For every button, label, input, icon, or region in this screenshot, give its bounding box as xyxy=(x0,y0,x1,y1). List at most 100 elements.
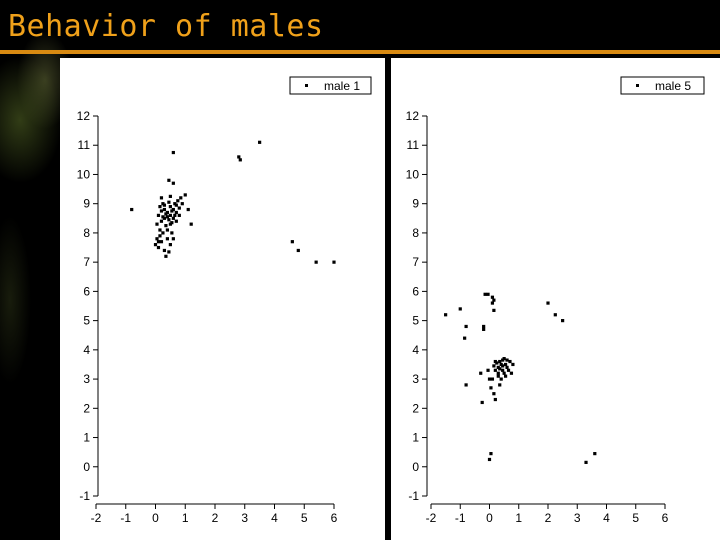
x-tick-label: 6 xyxy=(662,511,669,525)
y-tick-label: 10 xyxy=(77,167,91,181)
data-point xyxy=(482,324,486,329)
data-point xyxy=(511,362,515,367)
data-point xyxy=(164,212,168,216)
data-point xyxy=(158,205,162,209)
data-point xyxy=(171,216,175,220)
x-tick-label: 2 xyxy=(212,511,219,525)
y-tick-label: 9 xyxy=(83,197,90,211)
data-point xyxy=(503,362,508,367)
data-point xyxy=(170,231,174,235)
x-tick-label: 3 xyxy=(574,511,581,525)
y-tick-label: 2 xyxy=(412,401,419,415)
data-point xyxy=(167,200,171,204)
data-point xyxy=(162,203,167,207)
data-point xyxy=(464,324,468,329)
data-point xyxy=(584,460,588,464)
data-point xyxy=(168,194,172,198)
data-point xyxy=(174,210,178,215)
data-point xyxy=(177,206,181,210)
y-tick-label: 4 xyxy=(412,343,419,357)
data-point xyxy=(489,452,493,456)
data-point xyxy=(159,209,164,213)
y-tick-label: 1 xyxy=(412,431,419,445)
data-point xyxy=(238,158,242,162)
data-point xyxy=(176,199,180,203)
y-tick-label: -1 xyxy=(79,489,90,503)
data-point xyxy=(168,205,172,209)
data-point xyxy=(174,203,178,207)
data-point xyxy=(183,193,187,197)
data-point xyxy=(498,359,502,364)
x-tick-label: -1 xyxy=(455,511,466,525)
data-point xyxy=(258,140,262,144)
data-point xyxy=(168,213,172,217)
y-tick-label: 6 xyxy=(412,284,419,298)
data-point xyxy=(496,374,500,378)
data-point xyxy=(501,364,505,368)
y-tick-label: 3 xyxy=(412,372,419,386)
x-tick-label: 6 xyxy=(331,511,338,525)
data-point xyxy=(158,228,162,232)
data-point xyxy=(490,295,495,299)
data-point xyxy=(502,357,506,361)
data-point xyxy=(493,397,497,402)
data-point xyxy=(464,383,468,387)
data-point xyxy=(171,150,175,155)
y-tick-label: -1 xyxy=(408,489,419,503)
x-tick-label: 1 xyxy=(515,511,522,525)
data-point xyxy=(155,237,159,241)
data-point xyxy=(159,196,164,200)
legend-label: male 5 xyxy=(655,79,691,93)
legend-marker xyxy=(636,84,639,87)
y-tick-label: 8 xyxy=(83,226,90,240)
y-tick-label: 0 xyxy=(412,460,419,474)
legend-box xyxy=(289,76,372,95)
data-point xyxy=(492,392,496,396)
data-point xyxy=(487,457,492,462)
data-point xyxy=(492,364,496,368)
data-point xyxy=(498,367,502,371)
data-point xyxy=(161,231,165,235)
data-point xyxy=(155,222,159,226)
data-point xyxy=(490,377,495,381)
legend-box xyxy=(620,76,705,95)
data-point xyxy=(170,209,174,213)
data-point xyxy=(165,237,169,241)
x-tick-label: 0 xyxy=(152,511,159,525)
data-point xyxy=(506,368,511,372)
data-point xyxy=(492,308,496,312)
data-point xyxy=(490,301,495,305)
data-point xyxy=(501,368,505,372)
data-point xyxy=(159,240,164,244)
data-point xyxy=(314,260,318,264)
y-tick-label: 5 xyxy=(412,314,419,328)
chart-panel-male-5: -1 0 1 2 3 4 5 6 7 8 9 10 11 12 -2 -1 0 1 2 3 4 5 6 male 5 xyxy=(391,58,720,540)
data-point xyxy=(161,215,165,219)
data-point xyxy=(162,248,167,253)
data-point xyxy=(553,313,557,317)
data-point xyxy=(493,368,497,372)
data-point xyxy=(458,307,462,311)
data-point xyxy=(483,292,487,296)
data-point xyxy=(493,359,497,364)
data-point xyxy=(444,313,448,317)
data-point xyxy=(561,319,565,323)
data-point xyxy=(486,368,490,372)
y-tick-label: 4 xyxy=(83,343,90,357)
data-point xyxy=(156,213,161,217)
data-point xyxy=(487,377,492,381)
data-point xyxy=(130,207,134,212)
chart-panel-male-1: -1 0 1 2 3 4 5 6 7 8 9 10 11 12 -2 -1 0 1 2 3 4 5 6 male 1 xyxy=(60,58,385,540)
data-point xyxy=(509,371,514,375)
data-point xyxy=(486,292,490,296)
data-point xyxy=(546,301,550,305)
data-point xyxy=(179,196,183,200)
data-point xyxy=(482,327,486,331)
data-point xyxy=(296,248,300,253)
y-tick-label: 12 xyxy=(406,109,420,123)
data-point xyxy=(593,452,597,456)
y-tick-label: 0 xyxy=(83,460,90,474)
data-point xyxy=(496,371,500,375)
